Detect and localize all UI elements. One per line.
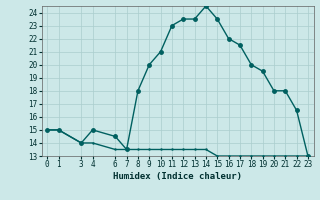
X-axis label: Humidex (Indice chaleur): Humidex (Indice chaleur) — [113, 172, 242, 181]
